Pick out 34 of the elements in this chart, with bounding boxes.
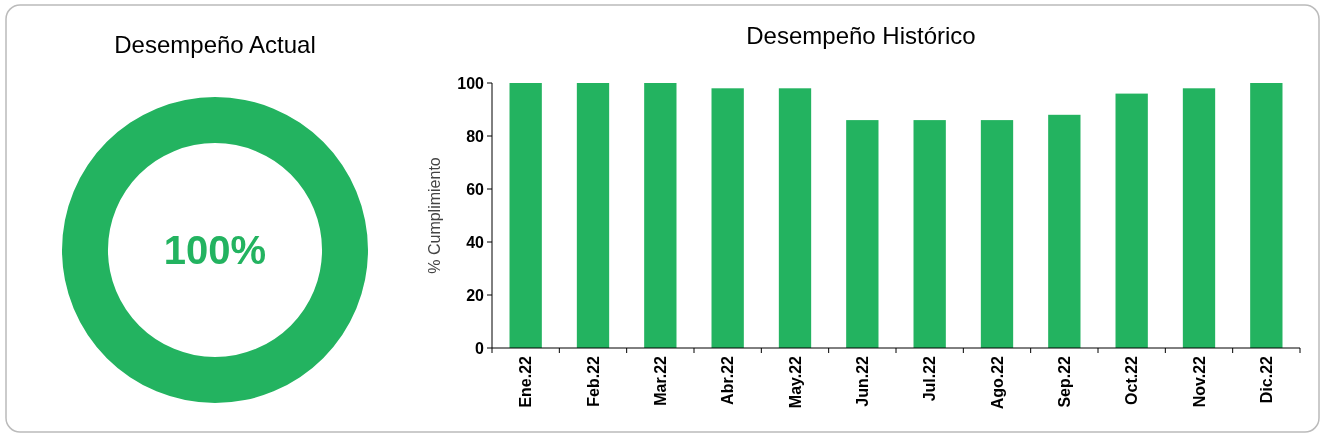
y-tick-label: 0 (475, 339, 485, 357)
data-label: 100% (163, 228, 267, 272)
bar (644, 83, 677, 348)
chart-title: Desempeño Histórico (746, 22, 976, 49)
x-tick-label: Sep.22 (1055, 355, 1073, 408)
x-tick-label: Abr.22 (719, 355, 737, 405)
bar (1048, 114, 1081, 348)
bar (846, 120, 879, 348)
x-tick-label: Ago.22 (988, 355, 1006, 410)
bar (778, 88, 812, 348)
x-tick-label: Mar.22 (651, 355, 669, 406)
y-tick-label: 60 (466, 180, 485, 198)
x-tick-label: Dic.22 (1257, 355, 1275, 404)
bar (913, 120, 946, 348)
bar (1115, 93, 1148, 348)
x-tick-label: Oct.22 (1123, 355, 1141, 405)
bar (1250, 83, 1283, 348)
y-tick-label: 100 (457, 74, 485, 92)
x-tick-label: May.22 (786, 355, 804, 409)
x-tick-label: Nov.22 (1190, 355, 1208, 408)
chart-title: Desempeño Actual (114, 31, 316, 58)
bar (509, 83, 542, 348)
x-tick-label: Jun.22 (853, 355, 871, 407)
y-tick-label: 40 (466, 233, 485, 251)
bar (1182, 88, 1216, 348)
y-tick-label: 80 (466, 127, 485, 145)
bar (711, 88, 744, 348)
y-axis-title: % Cumplimiento (426, 157, 443, 274)
x-tick-label: Feb.22 (584, 355, 602, 407)
bar (576, 83, 610, 348)
x-tick-label: Jul.22 (921, 355, 939, 402)
bar (980, 120, 1014, 348)
y-tick-label: 20 (466, 286, 485, 304)
x-tick-label: Ene.22 (517, 355, 535, 408)
